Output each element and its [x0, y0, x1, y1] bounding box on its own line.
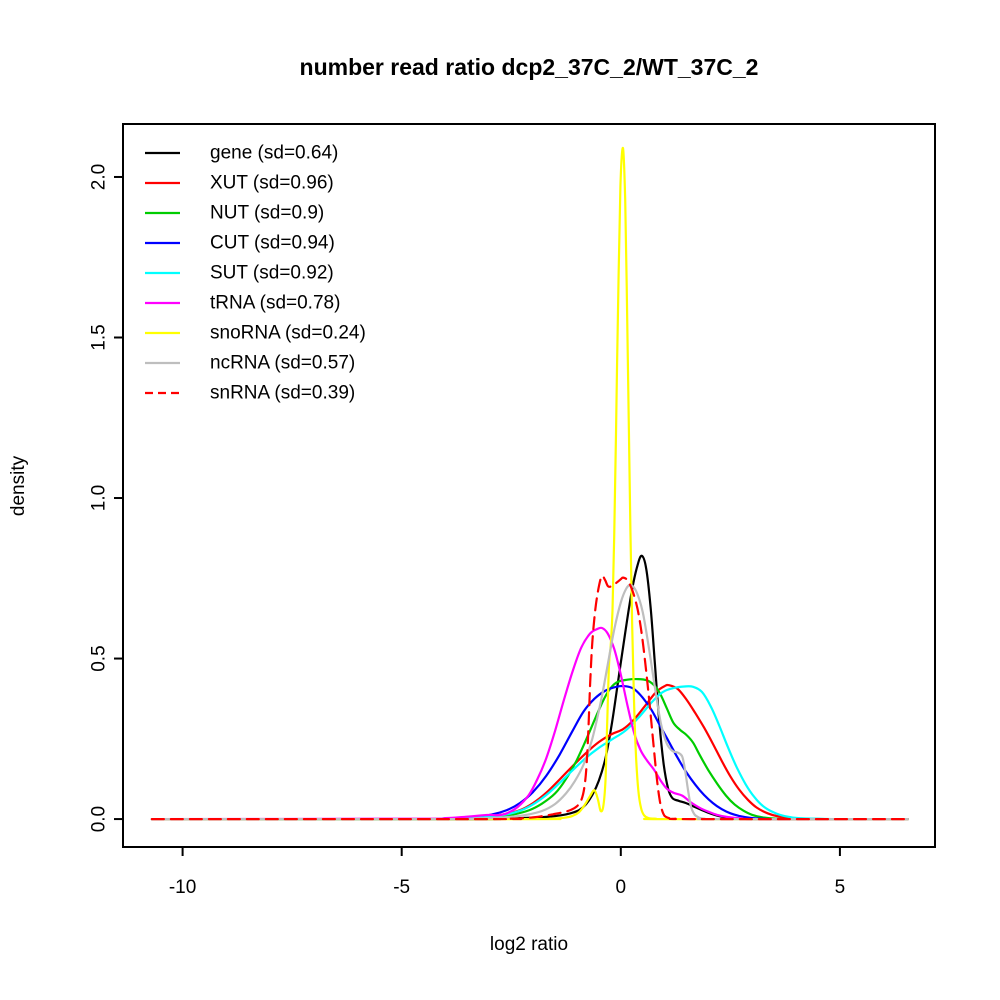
y-tick-label: 2.0	[89, 164, 110, 190]
chart-title: number read ratio dcp2_37C_2/WT_37C_2	[300, 54, 759, 80]
legend-label-5: tRNA (sd=0.78)	[210, 293, 340, 314]
x-tick-label: -5	[393, 877, 410, 898]
x-tick-label: 0	[616, 877, 627, 898]
legend-label-8: snRNA (sd=0.39)	[210, 383, 355, 404]
curve-NUT	[150, 677, 909, 821]
legend-label-4: SUT (sd=0.92)	[210, 263, 334, 284]
plot-area-box	[122, 123, 936, 848]
y-tick-label: 0.0	[89, 806, 110, 832]
y-tick-label: 1.0	[89, 485, 110, 511]
x-axis-ticks: -10 -5 0 5	[169, 847, 845, 898]
curve-snoRNA	[150, 146, 909, 821]
x-tick-label: -10	[169, 877, 196, 898]
curve-ncRNA	[150, 583, 909, 821]
curve-CUT	[150, 684, 909, 821]
legend-label-2: NUT (sd=0.9)	[210, 203, 324, 224]
curve-SUT	[150, 685, 909, 821]
legend-label-0: gene (sd=0.64)	[210, 143, 338, 164]
density-curves	[150, 146, 909, 821]
y-tick-label: 0.5	[89, 645, 110, 671]
legend-label-1: XUT (sd=0.96)	[210, 173, 334, 194]
curve-tRNA	[150, 626, 909, 821]
x-tick-label: 5	[835, 877, 846, 898]
curve-snRNA	[150, 574, 909, 821]
y-axis-label: density	[8, 455, 29, 516]
curve-XUT	[150, 683, 909, 821]
legend-label-6: snoRNA (sd=0.24)	[210, 323, 366, 344]
y-tick-label: 1.5	[89, 324, 110, 350]
legend-label-7: ncRNA (sd=0.57)	[210, 353, 355, 374]
y-axis-ticks: 0.0 0.5 1.0 1.5 2.0	[89, 164, 123, 832]
x-axis-label: log2 ratio	[490, 934, 568, 955]
legend-label-3: CUT (sd=0.94)	[210, 233, 335, 254]
legend: gene (sd=0.64) XUT (sd=0.96) NUT (sd=0.9) C…	[145, 143, 366, 404]
curve-gene	[150, 554, 909, 821]
